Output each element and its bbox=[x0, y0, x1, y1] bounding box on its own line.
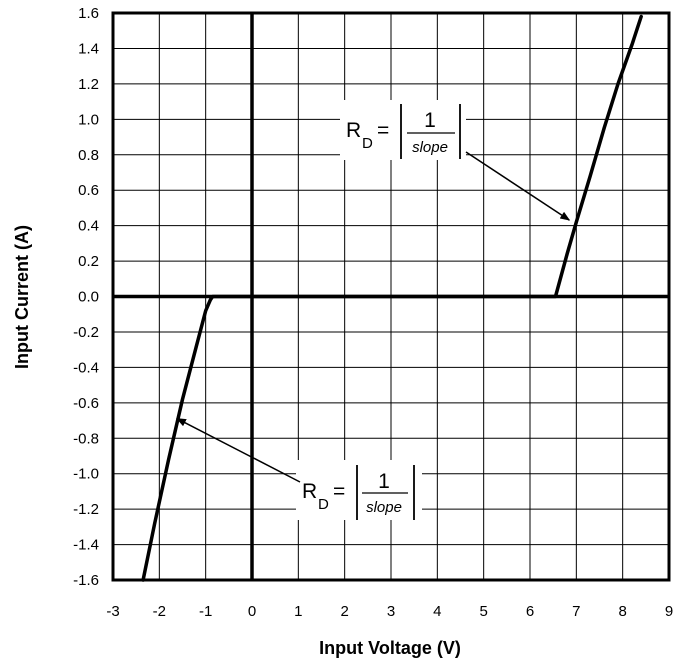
y-tick-label: -1.0 bbox=[73, 466, 99, 483]
x-tick-label: -3 bbox=[106, 603, 119, 620]
annotation-arrow-lower bbox=[176, 417, 301, 483]
y-tick-label: 1.4 bbox=[78, 40, 99, 57]
annotation-numerator: 1 bbox=[424, 109, 436, 132]
rd-annotation-upper: R D = 1 slope bbox=[340, 100, 466, 160]
y-tick-label: 0.6 bbox=[78, 182, 99, 199]
annotation-background bbox=[340, 100, 466, 160]
x-tick-label: -2 bbox=[153, 603, 166, 620]
y-tick-label: -0.6 bbox=[73, 395, 99, 412]
y-tick-label: 0.0 bbox=[78, 289, 99, 306]
y-tick-label: -0.4 bbox=[73, 359, 99, 376]
annotation-subscript: D bbox=[318, 496, 329, 513]
x-tick-label: 2 bbox=[340, 603, 348, 620]
y-tick-label: 0.8 bbox=[78, 147, 99, 164]
x-tick-label: 3 bbox=[387, 603, 395, 620]
x-tick-labels: -3 -2 -1 0 1 2 3 4 5 6 7 8 9 bbox=[106, 603, 673, 620]
annotation-subscript: D bbox=[362, 135, 373, 152]
rd-annotation-lower: R D = 1 slope bbox=[296, 460, 422, 520]
annotation-equals: = bbox=[377, 119, 389, 142]
y-tick-label: 1.6 bbox=[78, 5, 99, 22]
x-tick-label: 5 bbox=[479, 603, 487, 620]
series-line bbox=[141, 14, 643, 582]
y-tick-label: 1.2 bbox=[78, 76, 99, 93]
y-tick-label: 0.2 bbox=[78, 253, 99, 270]
x-tick-label: 9 bbox=[665, 603, 673, 620]
y-tick-label: -1.6 bbox=[73, 572, 99, 589]
y-tick-label: 0.4 bbox=[78, 218, 99, 235]
x-tick-label: 7 bbox=[572, 603, 580, 620]
y-tick-labels: 1.6 1.4 1.2 1.0 0.8 0.6 0.4 0.2 0.0 -0.2 -0.4 -0.6 -… bbox=[73, 5, 99, 589]
x-axis-title: Input Voltage (V) bbox=[319, 638, 461, 658]
y-tick-label: -0.8 bbox=[73, 430, 99, 447]
annotation-equals: = bbox=[333, 480, 345, 503]
annotation-denominator: slope bbox=[366, 499, 402, 516]
x-tick-label: 4 bbox=[433, 603, 441, 620]
x-tick-label: -1 bbox=[199, 603, 212, 620]
x-tick-label: 0 bbox=[248, 603, 256, 620]
x-tick-label: 1 bbox=[294, 603, 302, 620]
y-tick-label: -0.2 bbox=[73, 324, 99, 341]
x-tick-label: 8 bbox=[618, 603, 626, 620]
annotation-numerator: 1 bbox=[378, 470, 390, 493]
x-tick-label: 6 bbox=[526, 603, 534, 620]
annotation-r: R bbox=[346, 119, 361, 142]
annotation-background bbox=[296, 460, 422, 520]
annotation-arrow-upper bbox=[465, 151, 571, 221]
y-tick-label: -1.2 bbox=[73, 501, 99, 518]
annotation-r: R bbox=[302, 480, 317, 503]
series-layer bbox=[141, 14, 643, 582]
y-tick-label: 1.0 bbox=[78, 111, 99, 128]
y-tick-label: -1.4 bbox=[73, 537, 99, 554]
y-axis-title: Input Current (A) bbox=[12, 225, 32, 369]
annotation-denominator: slope bbox=[412, 139, 448, 156]
